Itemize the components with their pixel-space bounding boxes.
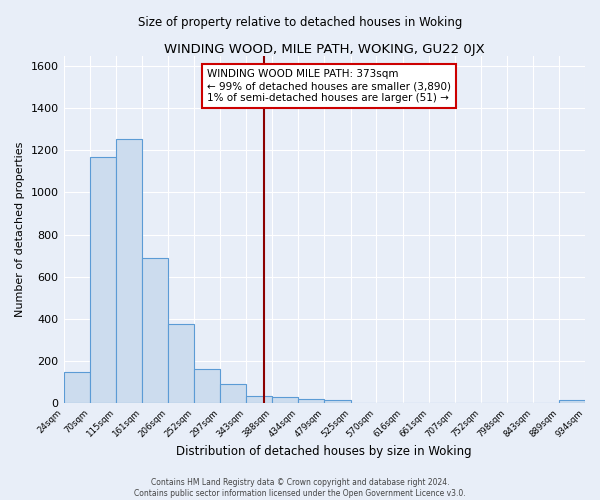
X-axis label: Distribution of detached houses by size in Woking: Distribution of detached houses by size … [176,444,472,458]
Bar [168,324,194,403]
Bar [298,399,324,403]
Bar [90,156,116,403]
Bar [64,372,90,403]
Title: WINDING WOOD, MILE PATH, WOKING, GU22 0JX: WINDING WOOD, MILE PATH, WOKING, GU22 0J… [164,42,485,56]
Bar [324,400,350,403]
Bar [142,258,168,403]
Bar [220,384,247,403]
Bar [194,370,220,403]
Text: Size of property relative to detached houses in Woking: Size of property relative to detached ho… [138,16,462,29]
Bar [559,400,585,403]
Text: WINDING WOOD MILE PATH: 373sqm
← 99% of detached houses are smaller (3,890)
1% o: WINDING WOOD MILE PATH: 373sqm ← 99% of … [207,70,451,102]
Bar [247,396,272,403]
Bar [116,138,142,403]
Y-axis label: Number of detached properties: Number of detached properties [15,142,25,317]
Text: Contains HM Land Registry data © Crown copyright and database right 2024.
Contai: Contains HM Land Registry data © Crown c… [134,478,466,498]
Bar [272,396,298,403]
